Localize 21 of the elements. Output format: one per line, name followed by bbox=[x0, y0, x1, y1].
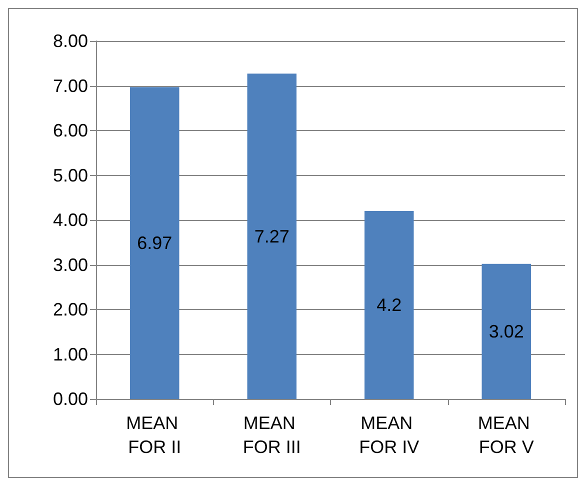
y-tick-label: 7.00 bbox=[52, 76, 88, 96]
y-tick-label: 2.00 bbox=[52, 300, 88, 320]
y-tick-label: 3.00 bbox=[52, 254, 88, 275]
bar bbox=[482, 264, 531, 399]
data-label: 6.97 bbox=[137, 233, 172, 254]
x-tick-label: MEAN FOR II bbox=[126, 413, 184, 457]
bar bbox=[130, 87, 180, 399]
x-tick-label: MEAN FOR IV bbox=[359, 413, 420, 457]
bar bbox=[364, 211, 414, 399]
data-label: 3.02 bbox=[488, 321, 524, 342]
y-tick-label: 4.00 bbox=[52, 210, 88, 230]
x-tick-label: MEAN FOR III bbox=[242, 413, 301, 457]
y-tick-label: 6.00 bbox=[52, 120, 88, 140]
data-label: 7.27 bbox=[254, 226, 290, 246]
y-tick-label: 8.00 bbox=[52, 31, 88, 51]
y-tick-label: 5.00 bbox=[52, 165, 88, 186]
bar bbox=[247, 74, 296, 399]
y-tick-label: 0.00 bbox=[52, 389, 88, 409]
y-tick-label: 1.00 bbox=[52, 344, 88, 364]
data-label: 4.2 bbox=[376, 295, 402, 316]
x-tick-label: MEAN FOR V bbox=[478, 413, 535, 457]
